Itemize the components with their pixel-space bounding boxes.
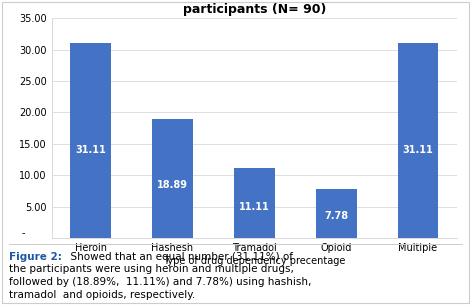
Text: followed by (18.89%,  11.11%) and 7.78%) using hashish,: followed by (18.89%, 11.11%) and 7.78%) …	[9, 277, 312, 287]
Bar	[70, 43, 111, 238]
Text: 18.89: 18.89	[157, 180, 188, 190]
Text: the participants were using heroin and multiple drugs,: the participants were using heroin and m…	[9, 264, 294, 274]
Bar	[398, 43, 439, 238]
Title: Types of drugs dependancy% among study
participants (N= 90): Types of drugs dependancy% among study p…	[104, 0, 405, 16]
Bar	[234, 168, 275, 238]
Text: tramadol  and opioids, respectively.: tramadol and opioids, respectively.	[9, 290, 195, 300]
Text: 11.11: 11.11	[239, 202, 270, 212]
Text: Showed that an equal number (31.11%) of: Showed that an equal number (31.11%) of	[64, 252, 292, 262]
Text: 7.78: 7.78	[324, 211, 348, 221]
Text: -: -	[22, 228, 25, 238]
Text: 31.11: 31.11	[403, 145, 433, 155]
X-axis label: Type of drug dependency precentage: Type of drug dependency precentage	[163, 256, 346, 266]
Text: 31.11: 31.11	[75, 145, 106, 155]
Text: Figure 2:: Figure 2:	[9, 252, 62, 262]
Bar	[152, 119, 193, 238]
Bar	[316, 189, 357, 238]
